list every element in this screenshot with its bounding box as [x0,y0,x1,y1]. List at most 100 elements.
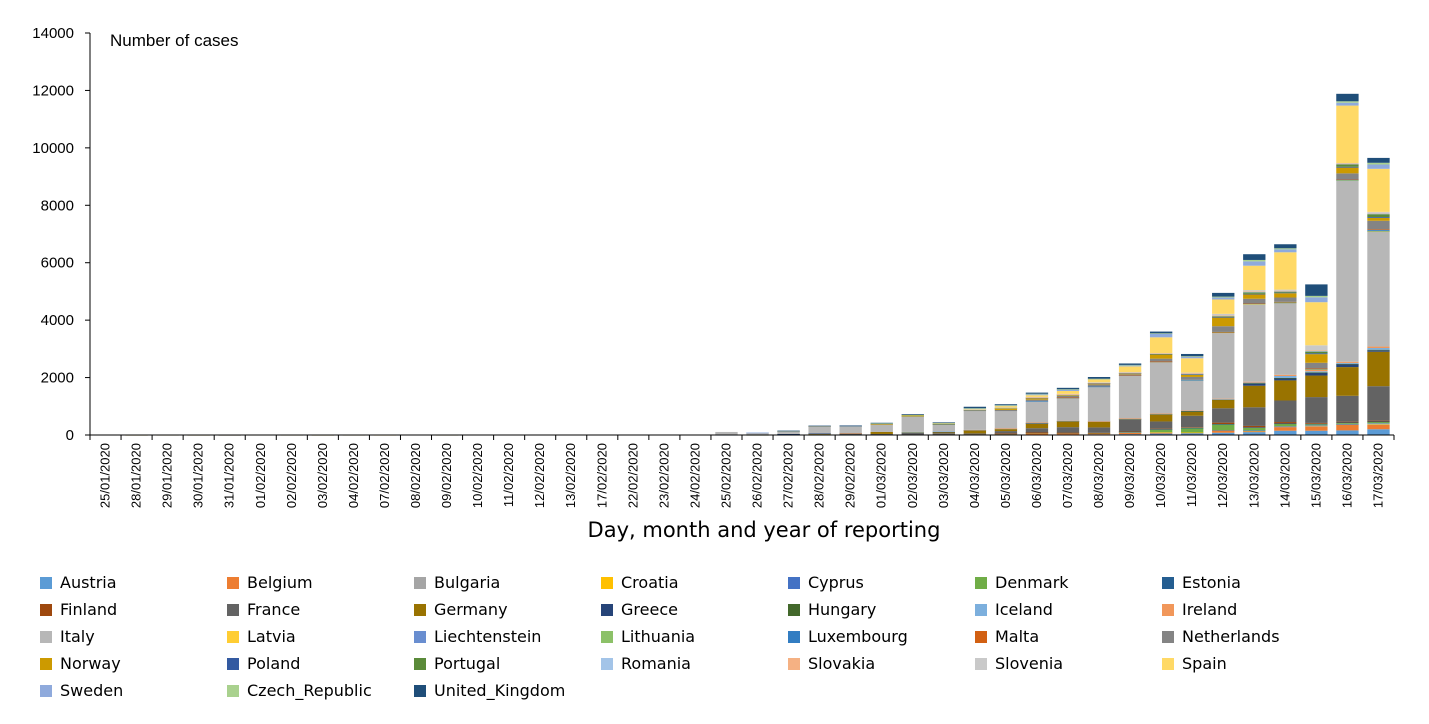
bar-segment [777,433,800,435]
bar-segment [1212,331,1235,333]
y-tick-label: 4000 [41,312,74,329]
bar-segment [994,407,1018,410]
bar-segment [870,423,893,424]
bar-segment [1336,364,1359,368]
legend-label: Poland [247,654,301,673]
legend-label: Finland [60,600,118,619]
legend-swatch [227,630,239,643]
legend-swatch [40,576,52,589]
legend-label: Luxembourg [808,627,908,646]
legend-swatch [227,657,239,670]
y-axis: 0 2000 4000 6000 8000 10000 12000 14000 [32,25,91,444]
bar-segment [1212,408,1235,423]
legend-item: Belgium [227,572,414,593]
legend-item: Latvia [227,626,414,647]
legend-item: Austria [40,572,227,593]
bar-segment [1243,432,1266,435]
legend-swatch [1162,603,1174,616]
bar-segment [1305,368,1328,370]
legend-label: Slovakia [808,654,876,673]
x-tick-label: 23/02/2020 [656,443,671,508]
bar-segment [1367,231,1390,347]
legend-item: United_Kingdom [414,680,601,701]
legend-label: Romania [621,654,691,673]
bar-segment [1243,427,1266,431]
bar-segment [1336,180,1359,362]
legend-swatch [975,630,987,643]
bar-segment [1181,427,1204,428]
bar-segment [1118,372,1142,373]
y-tick-label: 8000 [41,197,74,214]
bar-segment [1118,375,1142,419]
bar-segment [1305,430,1328,435]
y-tick-label: 14000 [32,25,74,42]
bar-segment [1025,394,1049,396]
bar-segment [1212,398,1235,400]
bar-segment [1181,380,1204,411]
y-tick-label: 6000 [41,255,74,272]
x-tick-label: 15/03/2020 [1308,443,1323,508]
bar-segment [1305,369,1328,372]
bar-segment [1243,303,1266,304]
bar-segment [963,406,987,409]
bar-segment [1087,378,1111,380]
bar-segment [870,424,893,432]
legend-swatch [414,630,426,643]
bar-segment [1336,423,1359,424]
bar-segment [1336,424,1359,431]
bar-segment [1087,382,1111,384]
bar-segment [963,409,987,410]
bar-segment [1336,164,1359,167]
bar-segment [1212,424,1235,431]
bar-segment [1243,381,1266,383]
bar-segment [1056,389,1080,391]
bar-segment [1025,422,1049,424]
bar-segment [1025,432,1049,435]
bar-segment [1336,105,1359,164]
x-tick-label: 12/03/2020 [1215,443,1230,508]
legend-item: Estonia [1162,572,1349,593]
bar-segment [1274,380,1297,401]
bar-segment [1305,372,1328,374]
bar-segment [1243,298,1266,304]
x-tick-label: 27/02/2020 [781,443,796,508]
legend-label: Spain [1182,654,1227,673]
x-tick-label: 05/03/2020 [998,443,1013,508]
bar-segment [1274,422,1297,424]
bar-segment [932,433,955,435]
bar-segment [1087,421,1111,422]
bar-segment [1305,350,1328,352]
legend-label: Portugal [434,654,501,673]
bar-segment [1336,93,1359,102]
bar-segment [1274,423,1297,427]
bar-segment [1181,379,1204,381]
x-tick-label: 28/02/2020 [812,443,827,508]
bar-segment [1056,421,1080,422]
x-tick-label: 03/02/2020 [315,443,330,508]
bar-segment [1243,427,1266,428]
bar-segment [839,425,862,427]
bar-segment [1336,430,1359,435]
bar-segment [1305,297,1328,303]
bar-segment [1212,292,1235,297]
bar-segment [1056,397,1080,421]
legend-swatch [227,684,239,697]
bar-segment [1149,333,1173,338]
legend-label: Greece [621,600,678,619]
bar-segment [1367,162,1390,165]
bar-segment [1087,386,1111,422]
bar-segment [1056,420,1080,422]
bar-segment [1243,385,1266,408]
bar-segment [1243,294,1266,299]
bar-segment [1149,333,1173,334]
x-tick-label: 28/01/2020 [129,443,144,508]
bar-segment [1056,387,1080,390]
bar-segment [1212,399,1235,400]
x-tick-label: 10/03/2020 [1153,443,1168,508]
bar-segment [1149,429,1173,430]
bar-segment [1274,374,1297,376]
bar-segment [1336,166,1359,168]
bar-segment [994,409,1018,412]
legend-swatch [788,576,800,589]
bar-segment [1336,179,1359,181]
